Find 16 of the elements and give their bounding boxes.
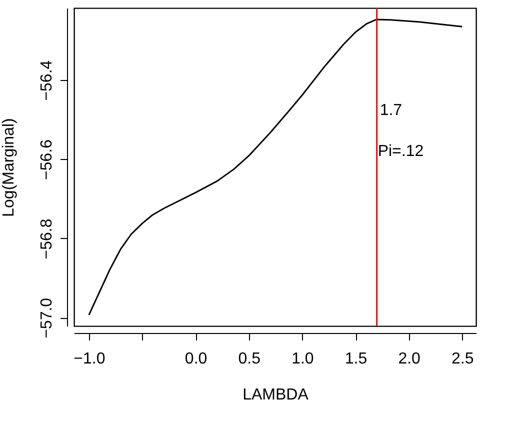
x-tick-label: 0.5 <box>238 350 261 368</box>
x-tick-label: 2.0 <box>398 350 421 368</box>
y-tick-label: −57.0 <box>38 298 56 338</box>
line-series <box>88 18 463 316</box>
y-tick-label: −56.8 <box>38 218 56 260</box>
x-tick-label: −1.0 <box>74 350 106 368</box>
ref-line-label: 1.7 <box>380 102 402 119</box>
y-tick-label: −56.4 <box>38 60 56 101</box>
x-tick-label: 2.5 <box>452 350 474 368</box>
x-tick-label: 1.5 <box>344 350 368 368</box>
y-axis-title: Log(Marginal) <box>0 118 18 217</box>
annotation: Pi=.12 <box>378 143 424 160</box>
y-tick-label: −56.6 <box>38 139 56 180</box>
x-tick-label: 1.0 <box>292 350 314 368</box>
x-tick-label: 0.0 <box>184 350 208 368</box>
x-axis-title: LAMBDA <box>242 386 309 404</box>
